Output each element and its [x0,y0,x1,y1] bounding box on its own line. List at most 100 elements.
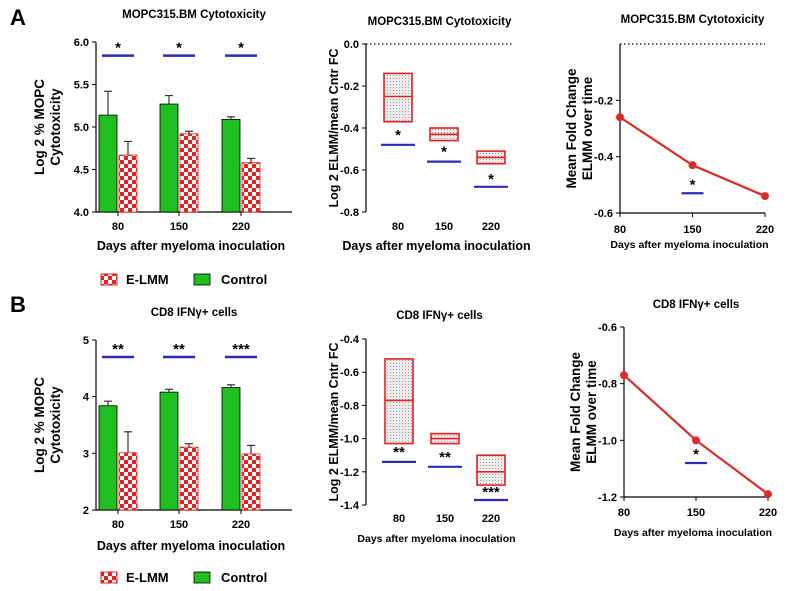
y-axis-label: Log 2 ELMM/mean Cntr FC [327,342,341,501]
x-tick-label: 220 [232,221,250,233]
x-tick-label: 150 [687,507,705,519]
x-tick-label: 220 [232,519,250,531]
y-axis-label-line: ELMM over time [580,76,595,180]
x-tick-label: 80 [112,519,124,531]
y-axis-label-line: Mean Fold Change [564,68,579,188]
legend-b: E-LMM Control [100,570,267,585]
y-axis-label-line: ELMM over time [584,360,599,464]
x-tick-label: 80 [618,507,630,519]
significance-marker: ** [393,444,405,461]
chart-b1-bar: CD8 IFNγ+ cells Days after myeloma inocul… [32,307,292,553]
bar-elmm [118,154,138,213]
bar-control [159,103,179,213]
y-tick-label: -0.6 [340,165,359,177]
y-tick-label: -0.8 [340,207,359,219]
legend-control-swatch [193,273,211,286]
chart-title: MOPC315.BM Cytotoxicity [368,16,512,28]
chart-a3-line: MOPC315.BM Cytotoxicity Days after myelom… [564,14,774,251]
significance-marker: * [115,40,121,57]
chart-b3-line: CD8 IFNγ+ cells Days after myeloma inocul… [568,299,777,539]
x-tick-label: 80 [112,221,124,233]
bar-control [221,118,241,213]
y-axis-label-line: Log 2 % MOPC [32,79,47,175]
chart-title: MOPC315.BM Cytotoxicity [621,14,765,26]
x-axis-label: Days after myeloma inoculation [97,539,285,553]
significance-marker: *** [232,341,250,358]
data-point [620,371,628,380]
x-tick-label: 220 [756,224,774,236]
chart-title: CD8 IFNγ+ cells [396,310,483,322]
bar-elmm [241,453,261,511]
y-tick-label: -0.6 [340,367,359,379]
chart-a1-bar: MOPC315.BM Cytotoxicity Days after myelom… [32,9,292,253]
y-tick-label: -0.8 [598,379,617,391]
x-tick-label: 150 [170,519,188,531]
x-axis-label: Days after myeloma inoculation [357,533,515,545]
data-point [761,192,769,201]
bar-control [98,405,118,511]
y-tick-label: 0.0 [344,39,359,51]
bar-control [98,114,118,213]
bar-elmm [241,162,261,213]
floating-box [476,454,506,486]
chart-title: CD8 IFNγ+ cells [151,307,238,319]
x-tick-label: 80 [393,513,405,525]
y-tick-label: -0.4 [340,334,360,346]
y-tick-label: -1.2 [340,467,359,479]
data-point [688,161,697,170]
y-tick-label: -0.2 [340,81,359,93]
significance-marker: * [693,446,699,463]
y-tick-label: -0.4 [340,123,360,135]
bar-elmm [179,133,199,213]
panel-a-label: A [10,5,26,30]
y-tick-label: -1.2 [598,492,617,504]
legend-elmm-swatch [100,571,118,584]
y-tick-label: 2 [83,505,89,517]
x-tick-label: 220 [759,507,777,519]
significance-marker: *** [482,484,500,501]
y-tick-label: -1.4 [340,500,360,512]
x-axis-label: Days after myeloma inoculation [614,527,772,539]
y-axis-label-line: Mean Fold Change [568,352,583,472]
legend-elmm-swatch [100,273,118,286]
y-tick-label: 5.5 [74,80,89,92]
x-tick-label: 150 [436,513,454,525]
significance-marker: * [690,176,696,193]
y-tick-label: -1.0 [340,434,359,446]
y-tick-label: 4.5 [74,165,89,177]
x-tick-label: 150 [170,221,188,233]
data-point [692,436,700,445]
y-axis-label-line: Cytotoxicity [48,88,63,166]
data-point [616,113,624,122]
significance-marker: * [176,40,182,57]
significance-marker: * [395,127,401,144]
y-tick-label: 3 [83,448,89,460]
x-axis-label: Days after myeloma inoculation [342,239,530,253]
x-axis-label: Days after myeloma inoculation [610,239,768,251]
y-tick-label: -1.0 [598,435,617,447]
significance-marker: * [238,40,244,57]
y-axis-label: Log 2 % MOPCCytotoxicity [32,79,63,175]
panel-b-label: B [10,292,26,317]
y-tick-label: 5.0 [74,122,89,134]
y-tick-label: -0.8 [340,400,359,412]
data-point [764,490,772,499]
floating-box [384,358,414,445]
x-tick-label: 220 [482,221,500,233]
x-tick-label: 220 [482,513,500,525]
bar-elmm [118,452,138,511]
significance-marker: ** [173,341,185,358]
y-tick-label: -0.6 [594,208,613,220]
y-axis-label: Mean Fold ChangeELMM over time [564,68,595,188]
x-axis-label: Days after myeloma inoculation [97,239,285,253]
significance-marker: ** [112,341,124,358]
legend-control-label: Control [221,272,267,287]
floating-box [383,72,413,123]
x-tick-label: 150 [435,221,453,233]
y-tick-label: 6.0 [74,37,89,49]
bar-elmm [179,446,199,511]
chart-title: MOPC315.BM Cytotoxicity [122,9,266,21]
legend-elmm-label: E-LMM [126,570,169,585]
significance-marker: ** [439,449,451,466]
